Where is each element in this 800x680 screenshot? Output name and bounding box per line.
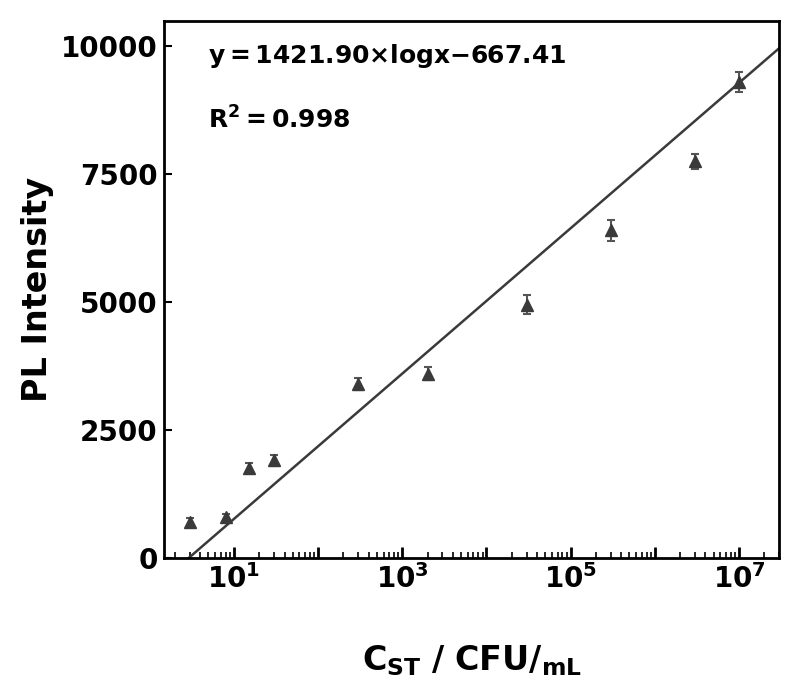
Y-axis label: PL Intensity: PL Intensity [21, 177, 54, 402]
Text: $\mathbf{C}_{\mathbf{ST}}\ \mathbf{/\ CFU/}_{\mathbf{mL}}$: $\mathbf{C}_{\mathbf{ST}}\ \mathbf{/\ CF… [362, 643, 582, 678]
Text: $\mathbf{y=1421.90{\times}logx{-}667.41}$: $\mathbf{y=1421.90{\times}logx{-}667.41}… [207, 42, 566, 70]
Text: $\mathbf{R^2=0.998}$: $\mathbf{R^2=0.998}$ [207, 107, 350, 134]
